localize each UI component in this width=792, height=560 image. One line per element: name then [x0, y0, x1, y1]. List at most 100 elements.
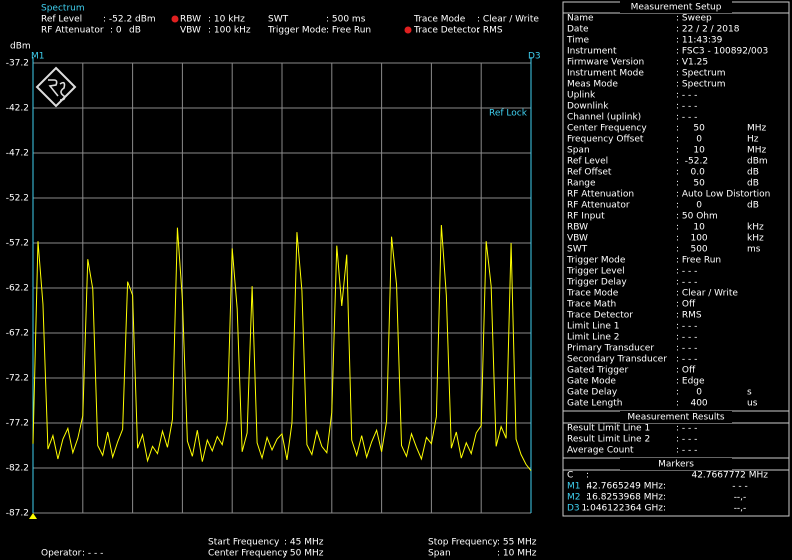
setup-value: : - - -	[676, 333, 697, 343]
setup-label: Trigger Mode	[566, 256, 626, 266]
setup-value: : V1.25	[676, 58, 708, 68]
section-title: Markers	[658, 460, 694, 470]
setup-label: Trace Detector	[566, 311, 633, 321]
swt-label: SWT	[268, 15, 289, 25]
trace-mode-label: Trace Mode	[413, 15, 466, 25]
setup-value: : - - -	[676, 91, 697, 101]
rf-att: : 0	[110, 26, 122, 36]
section-title: Measurement Results	[627, 413, 724, 423]
setup-label: RF Attenuation	[567, 190, 634, 200]
setup-value: : 0	[676, 201, 702, 211]
setup-value: : Sweep	[676, 14, 712, 24]
setup-value: : Clear / Write	[676, 289, 738, 299]
swt: : 500 ms	[326, 15, 366, 25]
setup-label: Gate Mode	[567, 377, 616, 387]
setup-label: Limit Line 1	[567, 322, 620, 332]
setup-label: Center Frequency	[567, 124, 647, 134]
rf-att-label: RF Attenuator	[41, 26, 104, 36]
mode: Spectrum	[41, 4, 85, 14]
setup-label: Gated Trigger	[567, 366, 628, 376]
setup-unit: kHz	[747, 223, 764, 233]
y-tick-label: -47.2	[6, 149, 29, 159]
setup-label: Instrument Mode	[567, 69, 644, 79]
result-value: : - - -	[676, 446, 697, 456]
setup-unit: MHz	[747, 124, 767, 134]
setup-value: : 22 / 2 / 2018	[676, 25, 740, 35]
marker-value: --,-	[734, 504, 747, 514]
center-label: Center Frequency	[208, 549, 288, 559]
setup-value: : - - -	[676, 278, 697, 288]
setup-label: RBW	[567, 223, 588, 233]
setup-label: Ref Offset	[567, 168, 612, 178]
rbw-indicator	[172, 16, 179, 23]
setup-label: Meas Mode	[567, 80, 618, 90]
marker-freq: 42.7665249 MHz:	[586, 482, 666, 492]
ref-level: : -52.2 dBm	[103, 15, 156, 25]
setup-value: : Spectrum	[676, 69, 726, 79]
result-value: : - - -	[676, 435, 697, 445]
setup-label: Secondary Transducer	[567, 355, 667, 365]
marker-freq: 16.8253968 MHz:	[586, 493, 666, 503]
marker-label: D3	[528, 52, 541, 62]
setup-label: Uplink	[567, 91, 596, 101]
marker-name: D3	[567, 504, 580, 514]
setup-label: Ref Level	[567, 157, 608, 167]
setup-label: Trigger Level	[566, 267, 625, 277]
y-tick-label: -87.2	[6, 509, 29, 519]
trigger: : Free Run	[326, 26, 371, 36]
start: : 45 MHz	[284, 538, 324, 548]
setup-label: Downlink	[567, 102, 609, 112]
setup-value: : 50	[676, 124, 705, 134]
marker-colon: :	[586, 471, 589, 481]
setup-value: : Spectrum	[676, 80, 726, 90]
marker-name: M1	[567, 482, 581, 492]
setup-unit: dB	[747, 179, 759, 189]
setup-unit: kHz	[747, 234, 764, 244]
vbw-label: VBW	[180, 26, 201, 36]
setup-label: Range	[567, 179, 596, 189]
setup-value: : 400	[676, 399, 708, 409]
span-label: Span	[428, 549, 451, 559]
setup-label: Gate Length	[567, 399, 622, 409]
setup-unit: MHz	[747, 146, 767, 156]
y-tick-label: -77.2	[6, 419, 29, 429]
setup-unit: dB	[747, 168, 759, 178]
setup-value: : - - -	[676, 113, 697, 123]
setup-value: : Off	[676, 366, 696, 376]
rbw-label: RBW	[180, 15, 201, 25]
section-title: Measurement Setup	[631, 3, 722, 13]
setup-unit: dBm	[747, 157, 768, 167]
setup-value: : Edge	[676, 377, 705, 387]
setup-value: : - - -	[676, 344, 697, 354]
marker-name: C	[567, 471, 573, 481]
setup-label: Frequency Offset	[567, 135, 644, 145]
setup-label: Firmware Version	[567, 58, 644, 68]
y-tick-label: -62.2	[6, 284, 29, 294]
setup-value: : - - -	[676, 267, 697, 277]
y-tick-label: -82.2	[6, 464, 29, 474]
setup-label: Time	[566, 36, 589, 46]
setup-value: : 0	[676, 135, 702, 145]
setup-label: RF Attenuator	[567, 201, 630, 211]
trace-det-label: Trace Detector	[413, 26, 480, 36]
marker-value: --,-	[734, 493, 747, 503]
setup-label: Trigger Delay	[566, 278, 627, 288]
setup-label: Trace Mode	[566, 289, 619, 299]
marker-freq: 1.046122364 GHz:	[582, 504, 666, 514]
span: : 10 MHz	[497, 549, 537, 559]
result-label: Average Count	[567, 446, 634, 456]
marker-value: 42.7667772 MHz	[691, 471, 768, 481]
setup-label: RF Input	[567, 212, 605, 222]
setup-value: : 500	[676, 245, 708, 255]
trigger-label: Trigger Mode	[267, 26, 327, 36]
y-tick-label: -37.2	[6, 59, 29, 69]
y-tick-label: -57.2	[6, 239, 29, 249]
setup-value: : 10	[676, 146, 705, 156]
rf-att-unit: dB	[129, 26, 141, 36]
setup-unit: s	[747, 388, 752, 398]
setup-value: : 11:43:39	[676, 36, 723, 46]
setup-value: : Off	[676, 300, 696, 310]
stop-label: Stop Frequency	[428, 538, 498, 548]
setup-label: Limit Line 2	[567, 333, 620, 343]
ref-level-label: Ref Level	[41, 15, 82, 25]
